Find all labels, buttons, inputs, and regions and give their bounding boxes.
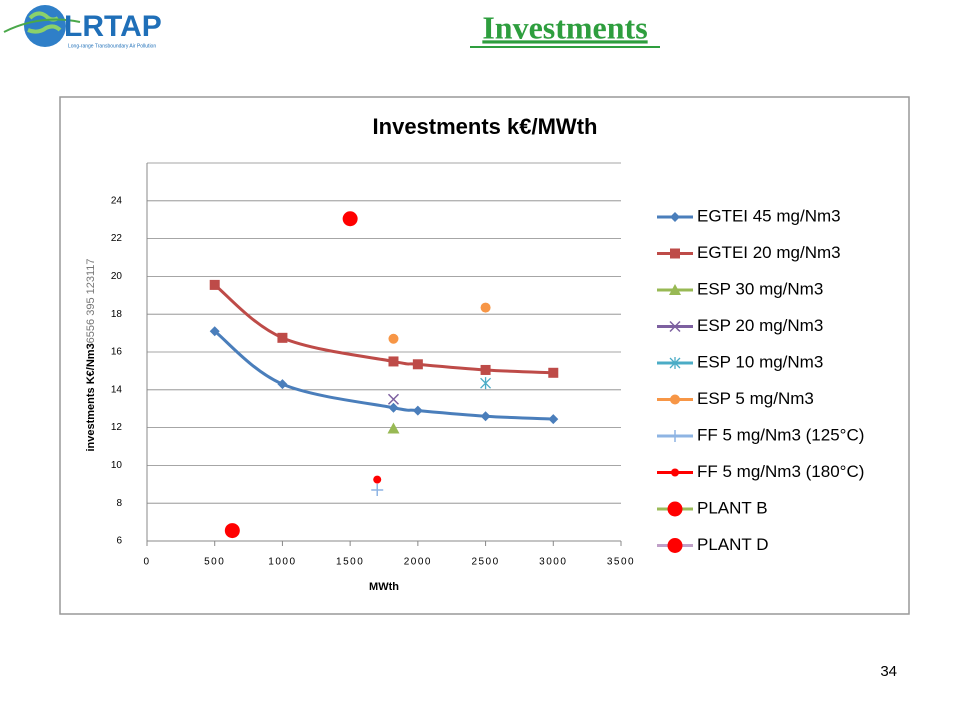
legend-label: ESP 5 mg/Nm3 bbox=[697, 389, 814, 408]
y-tick-label: 18 bbox=[111, 309, 123, 320]
point bbox=[387, 422, 400, 434]
y-tick-label: 10 bbox=[111, 460, 123, 471]
point bbox=[548, 367, 559, 378]
point bbox=[480, 377, 492, 390]
y-tick-label: 6 bbox=[116, 536, 122, 547]
point bbox=[388, 402, 399, 413]
x-tick-label: 3000 bbox=[539, 557, 567, 568]
point bbox=[480, 411, 491, 422]
point bbox=[371, 483, 384, 496]
legend-marker bbox=[669, 320, 681, 333]
legend-marker bbox=[667, 501, 683, 517]
point bbox=[480, 302, 491, 313]
y-tick-label: 22 bbox=[111, 233, 123, 244]
point bbox=[412, 405, 423, 416]
point bbox=[277, 332, 288, 343]
legend-marker bbox=[669, 284, 681, 295]
point bbox=[412, 359, 423, 370]
point bbox=[209, 326, 220, 337]
point bbox=[342, 211, 358, 227]
x-tick-label: 500 bbox=[204, 557, 225, 568]
legend-marker bbox=[669, 357, 681, 369]
point bbox=[277, 379, 288, 390]
y-axis-label-note: 6556 395 123117 bbox=[85, 258, 97, 343]
x-tick-label: 2000 bbox=[404, 557, 432, 568]
point bbox=[387, 393, 400, 405]
legend-marker bbox=[667, 538, 683, 553]
y-tick-label: 14 bbox=[111, 384, 123, 395]
logo-globe bbox=[24, 5, 66, 47]
x-tick-label: 1500 bbox=[336, 557, 364, 568]
chart-frame bbox=[59, 96, 910, 615]
slide-title: Investments bbox=[482, 9, 647, 45]
x-tick-label: 1000 bbox=[268, 557, 296, 568]
logo-swoosh bbox=[3, 18, 81, 33]
legend-label: ESP 20 mg/Nm3 bbox=[697, 316, 823, 335]
legend-marker bbox=[671, 468, 679, 477]
x-tick-label: 3500 bbox=[607, 557, 635, 568]
legend-label: EGTEI 20 mg/Nm3 bbox=[697, 243, 841, 262]
legend-label: FF 5 mg/Nm3 (180°C) bbox=[697, 462, 864, 481]
point bbox=[373, 475, 382, 484]
point bbox=[480, 364, 491, 375]
legend-label: EGTEI 45 mg/Nm3 bbox=[697, 206, 841, 225]
point bbox=[224, 523, 240, 539]
logo-subtitle: Long-range Transboundary Air Pollution bbox=[68, 43, 156, 49]
point bbox=[548, 414, 559, 425]
y-tick-label: 12 bbox=[111, 422, 123, 433]
x-tick-label: 2500 bbox=[471, 557, 499, 568]
page-number: 34 bbox=[880, 663, 897, 680]
point bbox=[388, 333, 399, 344]
legend-label: PLANT D bbox=[697, 535, 769, 554]
y-axis-label: investments K€/Nm36556 395 123117 bbox=[85, 258, 97, 451]
legend-marker bbox=[670, 394, 680, 405]
x-tick-label: 0 bbox=[143, 557, 150, 568]
point bbox=[209, 279, 220, 290]
y-tick-label: 16 bbox=[111, 347, 123, 358]
y-tick-label: 20 bbox=[111, 271, 123, 282]
legend-marker bbox=[669, 430, 681, 442]
logo-text: LRTAP bbox=[64, 10, 162, 43]
legend-label: PLANT B bbox=[697, 498, 768, 517]
legend-label: ESP 10 mg/Nm3 bbox=[697, 352, 823, 371]
legend-label: FF 5 mg/Nm3 (125°C) bbox=[697, 425, 864, 444]
point bbox=[388, 356, 399, 367]
legend-marker bbox=[670, 248, 680, 259]
legend-marker bbox=[670, 212, 680, 222]
y-tick-label: 8 bbox=[116, 498, 122, 509]
y-axis-label-text: investments K€/Nm3 bbox=[85, 343, 97, 451]
y-tick-label: 24 bbox=[111, 195, 123, 206]
chart-title: Investments k€/MWth bbox=[373, 114, 598, 139]
x-axis-label: MWth bbox=[369, 581, 399, 593]
legend-label: ESP 30 mg/Nm3 bbox=[697, 279, 823, 298]
